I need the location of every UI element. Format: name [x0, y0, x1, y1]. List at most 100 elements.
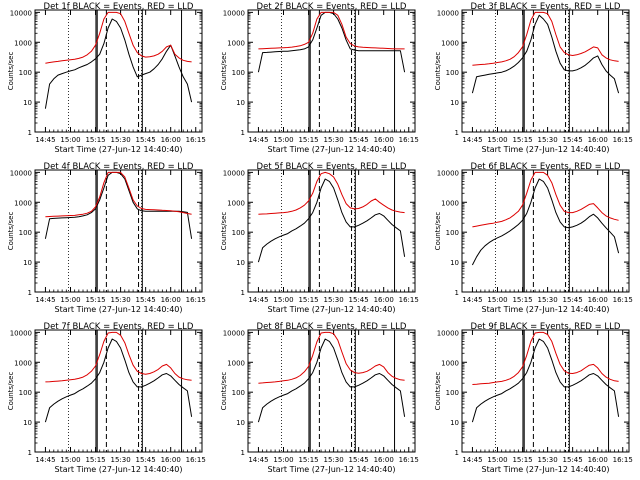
y-tick-label: 10000 — [437, 169, 459, 177]
y-axis-label: Counts/sec — [7, 212, 15, 251]
y-tick-label: 1000 — [227, 359, 245, 367]
panel-7: 1 10 100 1000 10000 14:45 15:00 15:15 15:30 15:45… — [7, 322, 206, 474]
lld-series-line — [258, 171, 405, 215]
events-series-line — [44, 338, 193, 423]
panel-3: 1 10 100 1000 10000 14:45 15:00 15:15 15:30 15:45… — [434, 2, 633, 154]
x-tick-label: 15:15 — [298, 136, 318, 144]
x-tick-label: 16:00 — [588, 456, 608, 464]
panel-8: 1 10 100 1000 10000 14:45 15:00 15:15 15:30 15:45… — [220, 322, 419, 474]
panel-title: Det 9f BLACK = Events, RED = LLD — [471, 322, 621, 332]
x-tick-label: 15:15 — [512, 456, 532, 464]
y-tick-label: 10 — [236, 99, 245, 107]
x-tick-label: 15:30 — [537, 456, 557, 464]
y-tick-label: 10 — [236, 419, 245, 427]
x-tick-label: 14:45 — [35, 136, 55, 144]
y-tick-label: 10 — [23, 259, 32, 267]
lld-series-line — [45, 171, 192, 218]
x-tick-label: 15:15 — [298, 456, 318, 464]
x-tick-label: 15:30 — [537, 136, 557, 144]
y-tick-label: 100 — [232, 389, 245, 397]
x-tick-label: 15:45 — [136, 136, 156, 144]
panel-title: Det 4f BLACK = Events, RED = LLD — [44, 162, 194, 172]
x-axis-label: Start Time (27-Jun-12 14:40:40) — [55, 305, 183, 314]
x-tick-label: 16:15 — [399, 456, 419, 464]
x-tick-label: 15:15 — [85, 456, 105, 464]
x-tick-label: 15:15 — [85, 136, 105, 144]
y-axis-label: Counts/sec — [7, 372, 15, 411]
y-tick-label: 1 — [455, 129, 459, 137]
x-tick-label: 15:00 — [273, 296, 293, 304]
y-tick-label: 1 — [241, 449, 245, 457]
events-series-line — [257, 338, 406, 423]
x-tick-label: 15:00 — [60, 296, 80, 304]
y-tick-label: 10000 — [10, 329, 32, 337]
x-tick-label: 16:15 — [186, 456, 206, 464]
x-tick-label: 15:00 — [487, 296, 507, 304]
x-tick-label: 16:00 — [588, 296, 608, 304]
x-tick-label: 14:45 — [35, 296, 55, 304]
y-tick-label: 10000 — [10, 169, 32, 177]
x-tick-label: 15:30 — [110, 136, 130, 144]
panel-5: 1 10 100 1000 10000 14:45 15:00 15:15 15:30 15:45… — [220, 162, 419, 314]
y-tick-label: 10000 — [223, 9, 245, 17]
x-tick-label: 15:00 — [487, 136, 507, 144]
x-axis-label: Start Time (27-Jun-12 14:40:40) — [482, 145, 610, 154]
panel-title: Det 8f BLACK = Events, RED = LLD — [257, 322, 407, 332]
x-tick-label: 16:00 — [161, 456, 181, 464]
x-tick-label: 16:15 — [186, 296, 206, 304]
x-tick-label: 16:15 — [399, 136, 419, 144]
events-series-line — [471, 14, 620, 94]
events-series-line — [44, 18, 193, 109]
x-axis-label: Start Time (27-Jun-12 14:40:40) — [55, 465, 183, 474]
lld-series-line — [472, 171, 619, 228]
plot-frame — [34, 329, 203, 453]
x-tick-label: 15:30 — [110, 296, 130, 304]
x-tick-label: 15:00 — [273, 136, 293, 144]
panel-title: Det 2f BLACK = Events, RED = LLD — [257, 2, 407, 12]
x-tick-label: 16:15 — [399, 296, 419, 304]
y-tick-label: 1 — [455, 449, 459, 457]
y-tick-label: 10000 — [223, 329, 245, 337]
y-axis-label: Counts/sec — [220, 212, 228, 251]
x-tick-label: 16:00 — [374, 456, 394, 464]
y-tick-label: 1000 — [441, 199, 459, 207]
x-tick-label: 16:15 — [613, 296, 633, 304]
x-axis-label: Start Time (27-Jun-12 14:40:40) — [55, 145, 183, 154]
x-tick-label: 15:15 — [85, 296, 105, 304]
x-tick-label: 15:30 — [537, 296, 557, 304]
y-tick-label: 10 — [450, 419, 459, 427]
x-tick-label: 14:45 — [248, 456, 268, 464]
x-tick-label: 15:45 — [563, 136, 583, 144]
lld-series-line — [472, 11, 619, 66]
x-tick-label: 14:45 — [462, 456, 482, 464]
panel-4: 1 10 100 1000 10000 14:45 15:00 15:15 15:30 15:45… — [7, 162, 206, 314]
plot-frame — [247, 9, 416, 133]
events-series-line — [257, 11, 406, 73]
x-tick-label: 15:00 — [60, 456, 80, 464]
y-tick-label: 10 — [450, 259, 459, 267]
x-tick-label: 15:45 — [136, 296, 156, 304]
x-tick-label: 15:00 — [487, 456, 507, 464]
y-tick-label: 100 — [446, 229, 459, 237]
x-tick-label: 15:45 — [349, 136, 369, 144]
x-tick-label: 15:00 — [60, 136, 80, 144]
x-tick-label: 14:45 — [35, 456, 55, 464]
y-tick-label: 1 — [241, 129, 245, 137]
plot-frame — [461, 169, 630, 293]
y-tick-label: 10 — [23, 419, 32, 427]
y-tick-label: 10000 — [10, 9, 32, 17]
x-tick-label: 16:00 — [374, 136, 394, 144]
y-tick-label: 1 — [241, 289, 245, 297]
lld-series-line — [472, 331, 619, 385]
x-tick-label: 15:30 — [323, 296, 343, 304]
lld-series-line — [258, 331, 405, 384]
y-tick-label: 100 — [232, 69, 245, 77]
y-tick-label: 10 — [23, 99, 32, 107]
panel-title: Det 3f BLACK = Events, RED = LLD — [471, 2, 621, 12]
y-tick-label: 1 — [455, 289, 459, 297]
events-series-line — [257, 178, 406, 263]
panel-9: 1 10 100 1000 10000 14:45 15:00 15:15 15:30 15:45… — [434, 322, 633, 474]
y-tick-label: 10 — [236, 259, 245, 267]
x-tick-label: 15:45 — [136, 456, 156, 464]
